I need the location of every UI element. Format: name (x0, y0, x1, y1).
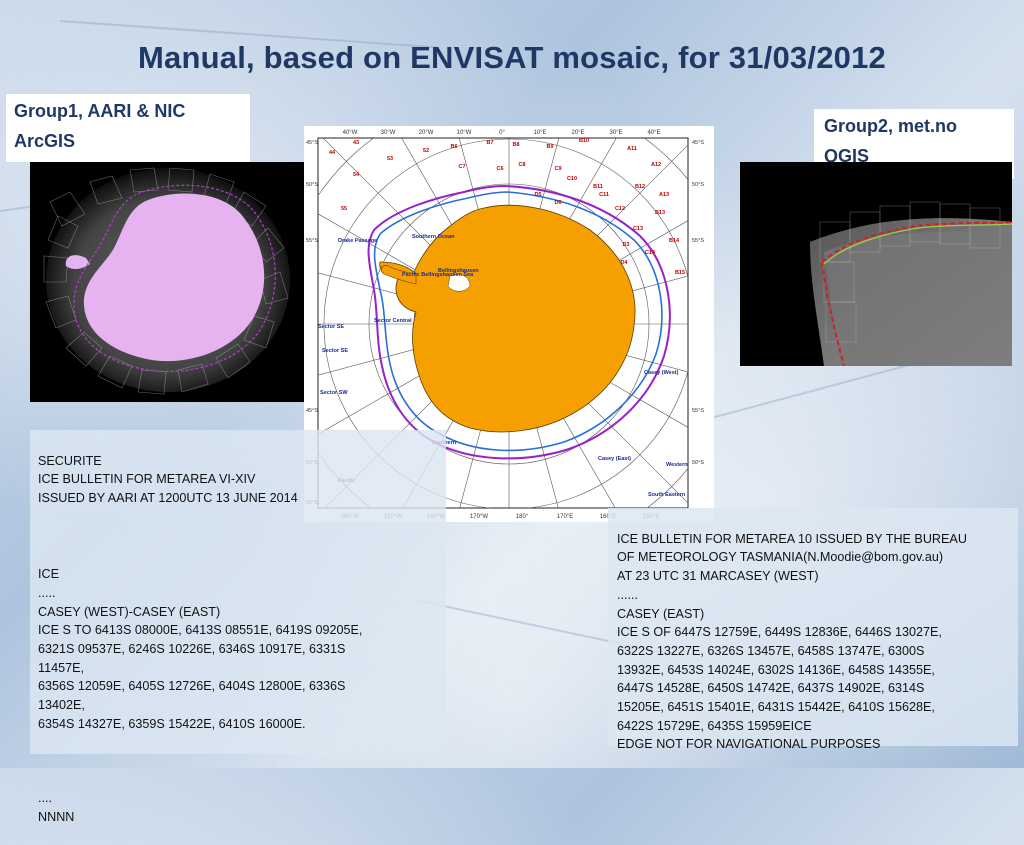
latitude-label: 45°S (306, 140, 318, 146)
sector-label: Sector Central (374, 318, 412, 324)
grid-cell-label: C12 (615, 206, 625, 212)
longitude-label: 40°E (647, 130, 660, 136)
sector-label: Pacific Bellingshausen Sea (402, 272, 474, 278)
sector-label: Sector SE (322, 348, 348, 354)
latitude-label: 50°S (306, 182, 318, 188)
grid-cell-label: C7 (458, 164, 465, 170)
sector-label: Western (666, 462, 688, 468)
ice-shelf (447, 274, 471, 292)
grid-cell-label: B7 (486, 140, 493, 146)
grid-cell-label: C14 (645, 250, 656, 256)
grid-cell-label: B15 (675, 270, 685, 276)
longitude-label: 0° (499, 130, 505, 136)
longitude-label: 40°W (343, 130, 358, 136)
grid-cell-label: 53 (387, 156, 393, 162)
antarctic-peninsula (380, 265, 417, 285)
grid-cell-label: A13 (659, 192, 669, 198)
longitude-label: 20°E (571, 130, 584, 136)
grid-cell-label: B12 (635, 184, 645, 190)
qgis-mosaic-graphic (810, 201, 1012, 366)
group1-label: Group1, AARI & NIC ArcGIS (6, 94, 250, 162)
sector-label: Casey (East) (598, 456, 631, 462)
grid-cell-label: 44 (329, 150, 336, 156)
aari-bulletin-body: ICE ..... CASEY (WEST)-CASEY (EAST) ICE … (38, 567, 363, 731)
grid-cell-label: D3 (622, 242, 629, 248)
grid-cell-label: B8 (512, 142, 519, 148)
qgis-mosaic-image (740, 162, 1012, 366)
sector-label: Southern Ocean (412, 234, 455, 240)
grid-cell-label: B6 (450, 144, 457, 150)
sector-label: Casey (West) (644, 370, 679, 376)
longitude-label: 10°W (457, 130, 472, 136)
grid-cell-label: B10 (579, 138, 589, 144)
group1-software: ArcGIS (14, 131, 76, 151)
aari-bulletin-header: SECURITE ICE BULLETIN FOR METAREA VI-XIV… (38, 453, 298, 506)
grid-cell-label: C10 (567, 176, 577, 182)
antarctic-ice-edge-map: 40°W30°W20°W10°W0°10°E20°E30°E40°E160°W1… (304, 126, 714, 522)
grid-cell-label: 55 (341, 206, 347, 212)
sector-label: Drake Passage (338, 238, 377, 244)
grid-cell-label: B11 (593, 184, 603, 190)
grid-cell-label: B9 (546, 144, 553, 150)
longitude-label: 180° (516, 514, 529, 520)
longitude-label: 170°W (470, 514, 488, 520)
grid-cell-label: D4 (620, 260, 628, 266)
grid-cell-label: B14 (669, 238, 680, 244)
group1-name: Group1, AARI & NIC (14, 101, 186, 121)
grid-cell-label: C11 (599, 192, 609, 198)
latitude-label: 50°S (692, 182, 704, 188)
grid-cell-label: 54 (353, 172, 360, 178)
grid-cell-label: C9 (554, 166, 561, 172)
latitude-label: 55°S (692, 408, 704, 414)
grid-cell-label: C8 (518, 162, 525, 168)
grid-cell-label: A11 (627, 146, 637, 152)
longitude-label: 20°W (419, 130, 434, 136)
longitude-label: 10°E (533, 130, 546, 136)
grid-cell-label: D5 (534, 192, 541, 198)
aari-bulletin-footer: .... NNNN (38, 790, 75, 824)
grid-cell-label: A12 (651, 162, 661, 168)
slide-title: Manual, based on ENVISAT mosaic, for 31/… (138, 40, 886, 75)
grid-cell-label: 52 (423, 148, 429, 154)
longitude-label: 30°E (609, 130, 622, 136)
arcgis-mosaic-graphic (43, 167, 290, 395)
grid-cell-label: D6 (554, 200, 561, 206)
sector-label: Sector SW (320, 390, 348, 396)
longitude-label: 170°E (557, 514, 573, 520)
group2-software: QGIS (824, 146, 870, 166)
latitude-label: 55°S (306, 238, 318, 244)
sector-label: Sector SE (318, 324, 344, 330)
arcgis-mosaic-image (30, 162, 304, 402)
grid-cell-label: 43 (353, 140, 359, 146)
latitude-label: 45°S (306, 408, 318, 414)
sector-label: South Eastern (648, 492, 686, 498)
latitude-label: 45°S (692, 140, 704, 146)
latitude-label: 55°S (692, 238, 704, 244)
latitude-label: 50°S (692, 460, 704, 466)
grid-cell-label: C13 (633, 226, 643, 232)
grid-cell-label: B13 (655, 210, 665, 216)
bom-bulletin-body: ICE BULLETIN FOR METAREA 10 ISSUED BY TH… (617, 531, 967, 752)
antarctica-landmass (379, 204, 636, 433)
aari-ice-bulletin: SECURITE ICE BULLETIN FOR METAREA VI-XIV… (30, 430, 446, 824)
group2-name: Group2, met.no (824, 116, 958, 136)
bom-ice-bulletin: ICE BULLETIN FOR METAREA 10 ISSUED BY TH… (608, 508, 1018, 751)
sector-label: Bellingshausen (438, 268, 479, 274)
grid-cell-label: C6 (496, 166, 503, 172)
longitude-label: 30°W (381, 130, 396, 136)
map-graphic: 40°W30°W20°W10°W0°10°E20°E30°E40°E160°W1… (306, 130, 704, 520)
